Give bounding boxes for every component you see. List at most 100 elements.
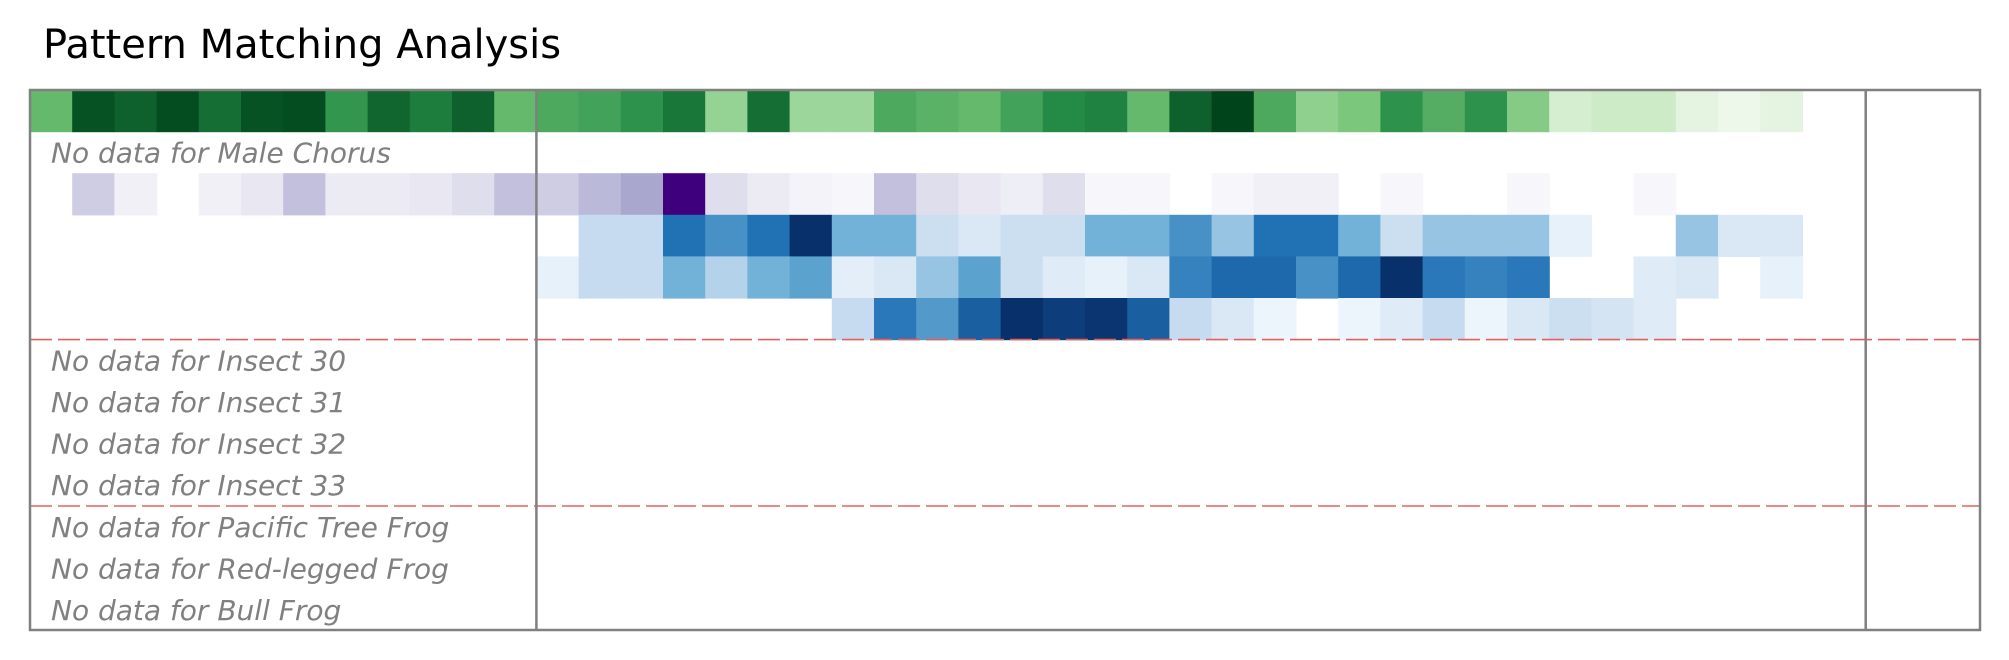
heatmap-cell <box>874 214 917 257</box>
heatmap-cell <box>452 173 495 216</box>
heatmap-cell <box>1085 90 1128 133</box>
heatmap-cell <box>1085 173 1128 216</box>
heatmap-cell <box>1169 214 1213 257</box>
no-data-label: No data for Insect 33 <box>51 469 346 502</box>
heatmap-cell <box>1675 90 1719 133</box>
heatmap-cell <box>874 256 917 299</box>
heatmap-cell <box>916 214 959 257</box>
heatmap-cell <box>409 173 453 216</box>
heatmap-cell <box>578 90 622 133</box>
heatmap-cell <box>1042 173 1086 216</box>
heatmap-cell <box>1211 214 1255 257</box>
heatmap-cell <box>1169 256 1213 299</box>
heatmap-cell <box>1127 256 1170 299</box>
heatmap-cell <box>916 90 959 133</box>
heatmap-cell <box>30 90 73 133</box>
heatmap-cell <box>747 256 791 299</box>
heatmap-cell <box>1127 214 1170 257</box>
heatmap-cell <box>1000 256 1044 299</box>
heatmap-cell <box>1760 214 1803 257</box>
heatmap-cell <box>705 256 748 299</box>
heatmap-cell <box>1507 298 1550 341</box>
no-data-label: No data for Bull Frog <box>51 594 341 627</box>
heatmap-cell <box>1253 90 1297 133</box>
heatmap-cell <box>1338 214 1381 257</box>
heatmap-cell <box>1169 298 1213 341</box>
heatmap-cell <box>663 256 706 299</box>
heatmap-cell <box>1549 214 1592 257</box>
heatmap-cell <box>536 173 580 216</box>
heatmap-cell <box>620 90 664 133</box>
no-data-label: No data for Red-legged Frog <box>51 552 449 585</box>
heatmap-cell <box>1127 298 1170 341</box>
heatmap-cell <box>747 173 791 216</box>
heatmap-cell <box>1338 90 1381 133</box>
heatmap-cell <box>663 90 706 133</box>
heatmap-cell <box>1507 90 1550 133</box>
heatmap-cell <box>1380 298 1424 341</box>
heatmap-cell <box>1675 256 1719 299</box>
no-data-label: No data for Male Chorus <box>51 136 391 169</box>
heatmap-cell <box>1211 256 1255 299</box>
heatmap-cell <box>1296 256 1339 299</box>
heatmap-cell <box>1591 90 1635 133</box>
heatmap-cell <box>620 256 664 299</box>
heatmap-cell <box>156 90 200 133</box>
heatmap-cell <box>1042 90 1086 133</box>
heatmap-cell <box>1211 298 1255 341</box>
heatmap-cell <box>1422 256 1466 299</box>
heatmap-cell <box>1296 214 1339 257</box>
heatmap-cell <box>1464 90 1508 133</box>
heatmap-cell <box>1591 298 1635 341</box>
heatmap-cell <box>1000 173 1044 216</box>
heatmap-cell <box>72 90 115 133</box>
heatmap-cell <box>1296 90 1339 133</box>
heatmap-cell <box>1127 90 1170 133</box>
heatmap-cell <box>1422 90 1466 133</box>
heatmap-cell <box>536 256 580 299</box>
heatmap-cell <box>1253 214 1297 257</box>
heatmap-cell <box>1253 298 1297 341</box>
heatmap-cell <box>916 173 959 216</box>
heatmap-cell <box>789 173 833 216</box>
no-data-label: No data for Insect 31 <box>51 386 346 419</box>
heatmap-cell <box>1211 173 1255 216</box>
heatmap-cell <box>958 256 1002 299</box>
heatmap-cell <box>663 173 706 216</box>
heatmap-cell <box>1380 173 1424 216</box>
heatmap-cell <box>1633 256 1677 299</box>
heatmap-cell <box>789 256 833 299</box>
heatmap-cell <box>620 173 664 216</box>
heatmap-cell <box>1085 256 1128 299</box>
heatmap-cell <box>1464 256 1508 299</box>
heatmap-cell <box>1507 214 1550 257</box>
heatmap-cell <box>1338 298 1381 341</box>
heatmap-cell <box>789 90 833 133</box>
heatmap-cell <box>789 214 833 257</box>
heatmap-cell <box>874 298 917 341</box>
heatmap-cell <box>620 214 664 257</box>
heatmap-cell <box>1296 173 1339 216</box>
heatmap-cell <box>663 214 706 257</box>
heatmap-cell <box>1380 214 1424 257</box>
heatmap-cell <box>1042 214 1086 257</box>
heatmap-cell <box>1127 173 1170 216</box>
heatmap-cell <box>916 256 959 299</box>
heatmap-cell <box>241 90 284 133</box>
heatmap-cell <box>1633 173 1677 216</box>
heatmap-cell <box>578 173 622 216</box>
chart-title: Pattern Matching Analysis <box>43 22 562 68</box>
heatmap-cell <box>494 173 537 216</box>
heatmap-cell <box>1042 298 1086 341</box>
heatmap-cell <box>283 90 326 133</box>
heatmap-cell <box>241 173 284 216</box>
heatmap-cell <box>831 214 875 257</box>
heatmap-cell <box>958 173 1002 216</box>
no-data-label: No data for Insect 30 <box>51 344 346 377</box>
heatmap-cell <box>747 90 791 133</box>
no-data-label: No data for Pacific Tree Frog <box>51 511 449 544</box>
heatmap-cell <box>1633 298 1677 341</box>
heatmap-cell <box>831 173 875 216</box>
heatmap-cell <box>198 90 242 133</box>
